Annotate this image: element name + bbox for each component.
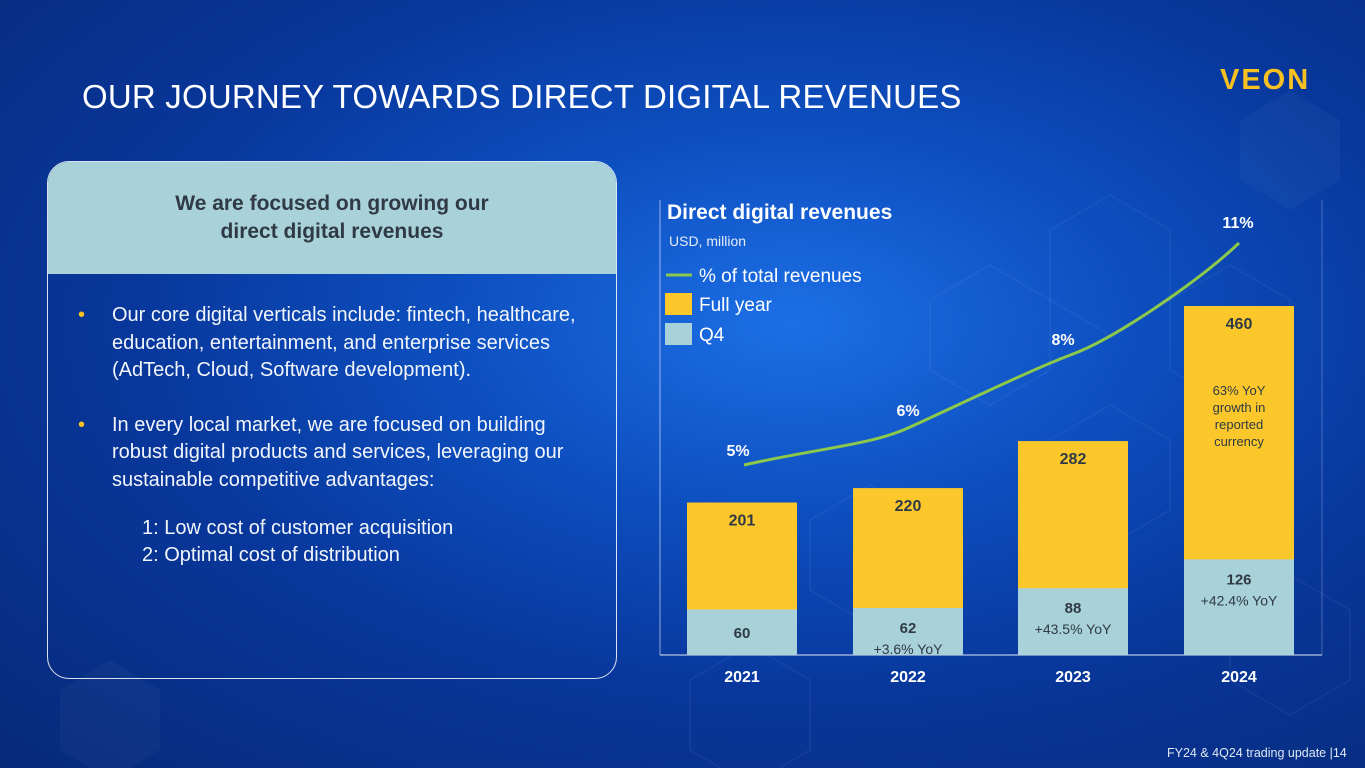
full-year-value-label: 220 [895, 498, 922, 515]
pct-point-label: 5% [726, 443, 749, 460]
growth-annotation-line: reported [1215, 417, 1263, 432]
q4-yoy-label: +3.6% YoY [874, 641, 944, 657]
pct-point-label: 6% [896, 403, 919, 420]
pct-point-label: 8% [1051, 332, 1074, 349]
x-tick-label: 2022 [890, 669, 926, 686]
x-tick-label: 2021 [724, 669, 760, 686]
x-tick-label: 2023 [1055, 669, 1091, 686]
pct-total-revenues-line [743, 241, 1241, 467]
veon-logo: VEON [1220, 64, 1311, 96]
digital-focus-card: We are focused on growing our direct dig… [47, 161, 617, 679]
card-heading-line-2: direct digital revenues [220, 220, 444, 243]
bar-q4 [1018, 588, 1128, 655]
full-year-value-label: 282 [1060, 451, 1087, 468]
x-tick-label: 2024 [1221, 669, 1257, 686]
chart-title: Direct digital revenues [667, 201, 892, 224]
bullet-local-market: In every local market, we are focused on… [78, 412, 576, 495]
full-year-value-label: 460 [1226, 316, 1253, 333]
chart-subtitle: USD, million [669, 233, 746, 249]
growth-annotation-line: growth in [1213, 400, 1266, 415]
q4-value-label: 60 [734, 625, 751, 642]
card-heading-line-1: We are focused on growing our [175, 192, 489, 215]
card-heading: We are focused on growing our direct dig… [48, 162, 616, 274]
legend-label: Full year [699, 295, 773, 316]
advantage-item: 1: Low cost of customer acquisition [142, 517, 454, 539]
bar-q4 [853, 607, 963, 655]
legend-label: % of total revenues [699, 266, 862, 287]
advantage-item: 2: Optimal cost of distribution [142, 544, 400, 566]
legend-label: Q4 [699, 325, 725, 346]
bullet-digital-verticals: Our core digital verticals include: fint… [78, 302, 576, 385]
legend-swatch-full-year [665, 293, 692, 315]
chart-svg: Direct digital revenues USD, million % of … [659, 200, 1323, 686]
pct-point-label: 11% [1222, 215, 1253, 232]
growth-annotation-line: 63% YoY [1213, 383, 1266, 398]
bar-q4 [1184, 559, 1294, 655]
card-body: Our core digital verticals include: fint… [48, 274, 616, 569]
legend-swatch-q4 [665, 323, 692, 345]
full-year-value-label: 201 [729, 513, 756, 530]
q4-yoy-label: +43.5% YoY [1035, 621, 1112, 637]
q4-value-label: 88 [1065, 600, 1082, 617]
q4-value-label: 126 [1226, 571, 1251, 588]
direct-digital-revenues-chart: Direct digital revenues USD, million % of … [640, 190, 1340, 700]
bar-q4 [687, 609, 797, 655]
page-title: OUR JOURNEY TOWARDS DIRECT DIGITAL REVEN… [82, 78, 962, 115]
q4-value-label: 62 [900, 620, 917, 637]
q4-yoy-label: +42.4% YoY [1201, 592, 1278, 608]
footer-page-label: FY24 & 4Q24 trading update |14 [1167, 746, 1347, 760]
growth-annotation-line: currency [1214, 434, 1264, 449]
